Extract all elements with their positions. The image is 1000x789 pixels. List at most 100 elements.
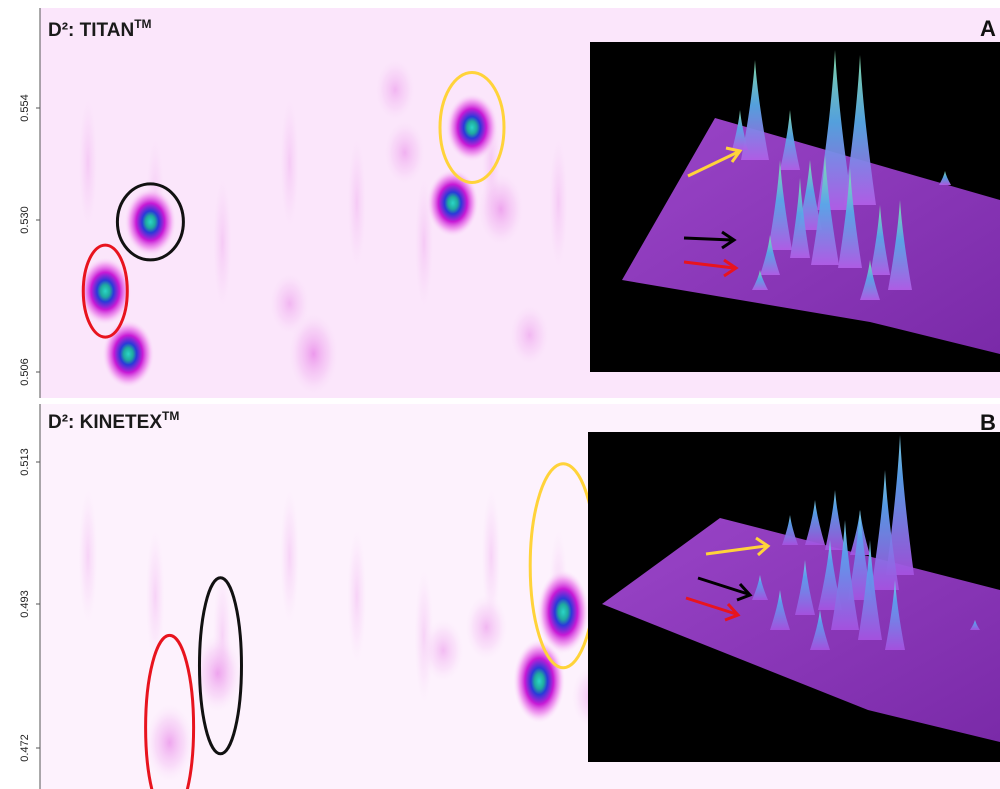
red-arrow-head — [724, 602, 741, 622]
heatmap-peak — [79, 257, 132, 326]
red-arrow-head — [723, 258, 739, 278]
surface-peak — [752, 270, 768, 290]
surface-peak — [768, 160, 792, 250]
panel-a-title-text: D²: TITAN — [48, 20, 134, 41]
panel-a-surface-peaks — [732, 50, 951, 300]
red-annotation-ellipse — [144, 633, 196, 789]
heatmap-peak — [422, 618, 465, 683]
heatmap-peak — [477, 171, 525, 248]
panel-b-title-text: D²: KINETEX — [48, 412, 162, 433]
surface-peak — [818, 540, 842, 610]
heatmap-peak — [446, 93, 498, 162]
surface-peak — [795, 560, 815, 615]
panel-b-title-super: TM — [162, 409, 179, 423]
surface-peak — [888, 200, 912, 290]
black-arrow-head — [721, 230, 737, 250]
y-tick-label: 0.530 — [19, 206, 31, 234]
panel-b-inset — [588, 432, 1000, 762]
red-arrow — [683, 260, 735, 270]
yellow-arrow-head — [725, 146, 743, 163]
heatmap-peak — [464, 593, 508, 661]
surface-peak — [831, 520, 859, 630]
panel-a-surface-plate — [622, 118, 1000, 354]
surface-peak — [838, 168, 862, 268]
surface-peak — [798, 160, 822, 230]
panel-a-y-ticks: 0.554 0.530 0.506 — [19, 94, 40, 386]
surface-peak — [871, 470, 899, 590]
surface-peak — [844, 55, 876, 205]
red-arrow — [685, 596, 737, 616]
surface-peak — [939, 171, 951, 185]
panel-a: 0.554 0.530 0.506 D²: TITANTM A — [19, 8, 1000, 398]
background-streak — [346, 526, 367, 667]
surface-peak — [760, 235, 780, 275]
background-streak — [78, 486, 98, 627]
background-streak — [145, 526, 166, 667]
background-streak — [78, 93, 98, 233]
red-annotation-ellipse — [81, 243, 129, 339]
heatmap-peak — [102, 319, 155, 388]
surface-peak — [770, 590, 790, 630]
y-tick-label: 0.554 — [19, 94, 31, 122]
yellow-arrow — [687, 150, 739, 178]
black-annotation-ellipse — [115, 182, 185, 262]
panel-divider — [0, 398, 1000, 404]
surface-peak — [970, 620, 980, 630]
y-tick-label: 0.506 — [19, 358, 31, 386]
surface-peak — [732, 110, 748, 150]
heatmap-peak — [513, 639, 566, 724]
heatmap-peak — [124, 187, 177, 256]
surface-peak — [782, 515, 798, 545]
surface-peak — [741, 60, 769, 160]
surface-peak — [810, 610, 830, 650]
panel-b-y-ticks: 0.513 0.493 0.472 — [19, 448, 40, 762]
y-tick-label: 0.513 — [19, 448, 31, 476]
panel-b: 0.513 0.493 0.472 D²: KINETEXTM B — [19, 404, 1000, 789]
background-streak — [548, 133, 569, 273]
surface-peak — [805, 500, 825, 545]
heatmap-peak — [145, 703, 194, 783]
black-arrow — [683, 236, 733, 242]
background-streak — [279, 93, 300, 233]
surface-peak — [870, 205, 890, 275]
y-tick-label: 0.472 — [19, 734, 31, 762]
surface-peak — [811, 155, 839, 265]
background-streak — [346, 133, 367, 273]
heatmap-peak — [374, 57, 417, 122]
yellow-arrow-head — [755, 536, 771, 557]
black-arrow-head — [736, 582, 753, 602]
surface-peak — [858, 540, 882, 640]
surface-peak — [860, 260, 880, 300]
black-arrow — [697, 576, 749, 596]
panel-b-label: B — [980, 410, 996, 435]
surface-peak — [886, 435, 914, 575]
panel-b-arrows — [685, 536, 771, 622]
surface-peak — [790, 178, 810, 258]
surface-peak — [848, 510, 872, 600]
heatmap-peak — [537, 569, 590, 654]
panel-a-annotations — [81, 71, 506, 339]
background-streak — [481, 486, 502, 627]
panel-b-surface-peaks — [752, 435, 980, 650]
heatmap-peak — [193, 634, 242, 713]
y-tick-label: 0.493 — [19, 590, 31, 618]
surface-peak — [825, 490, 845, 550]
heatmap-peak — [426, 169, 479, 237]
surface-peak — [752, 575, 768, 600]
surface-peak — [885, 580, 905, 650]
panel-a-arrows — [683, 146, 743, 278]
heatmap-peak — [268, 271, 311, 336]
heatmap-peak — [509, 303, 551, 367]
heatmap-peak — [383, 119, 427, 187]
panel-a-label: A — [980, 16, 996, 41]
panel-a-inset — [590, 42, 1000, 372]
surface-peak — [780, 110, 800, 170]
yellow-arrow — [705, 544, 767, 556]
heatmap-peak — [287, 311, 340, 397]
black-annotation-ellipse — [197, 576, 243, 756]
background-streak — [279, 486, 300, 627]
yellow-annotation-ellipse — [438, 71, 506, 185]
background-streak — [212, 173, 233, 313]
panel-a-title-super: TM — [134, 17, 151, 31]
